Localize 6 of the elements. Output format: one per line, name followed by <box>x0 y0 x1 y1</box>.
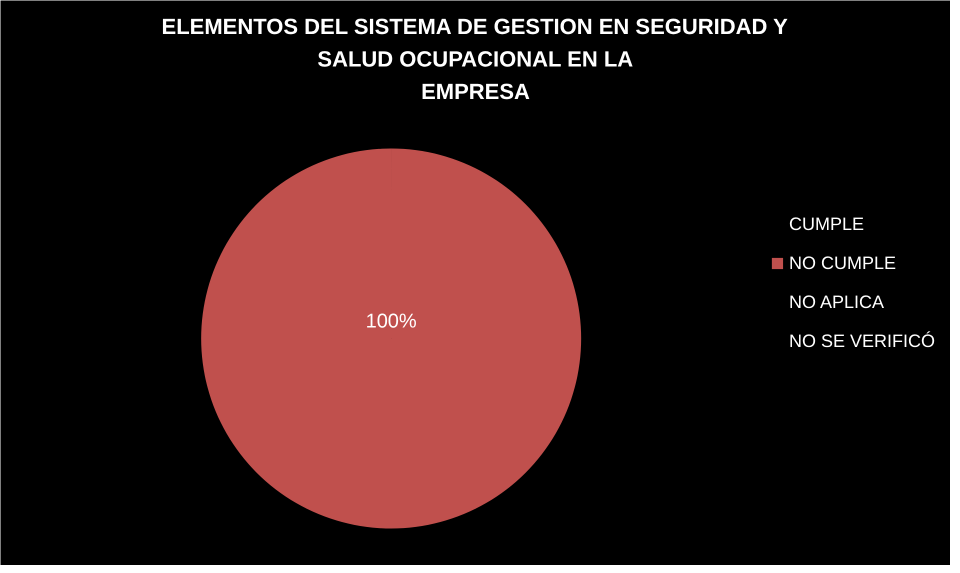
data-label: 100% <box>366 310 417 332</box>
chart-title: ELEMENTOS DEL SISTEMA DE GESTION EN SEGURIDAD Y SALUD OCUPACIONAL EN LA EMPRESA <box>162 14 788 104</box>
legend-label: NO CUMPLE <box>788 252 896 274</box>
category-label: NO SE VERIFICÓ <box>788 330 935 350</box>
category-label: CUMPLE <box>788 214 864 234</box>
category-label: NO APLICA <box>788 292 884 312</box>
